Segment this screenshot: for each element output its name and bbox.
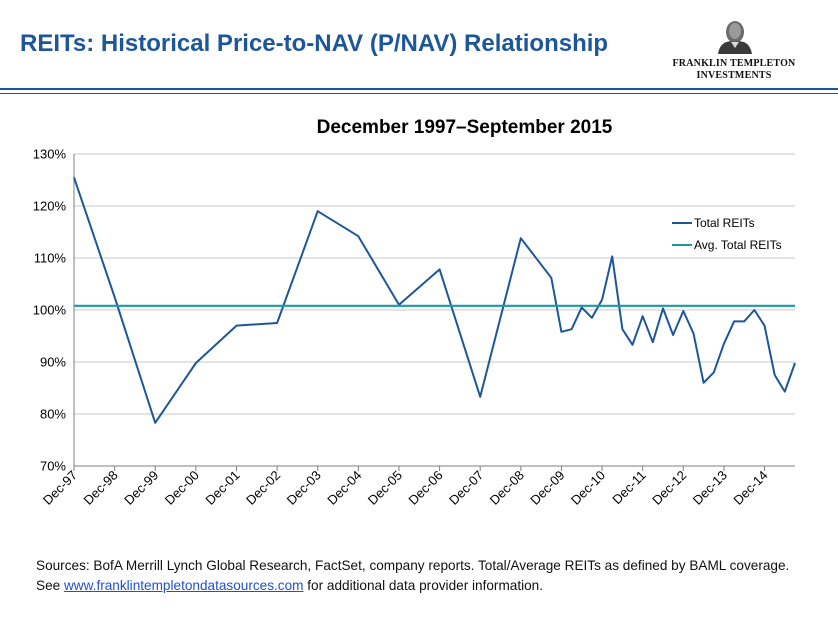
y-tick-label: 80% bbox=[40, 407, 66, 422]
x-tick-label: Dec-98 bbox=[80, 468, 120, 508]
legend-label: Total REITs bbox=[694, 216, 755, 230]
x-tick-label: Dec-08 bbox=[487, 468, 527, 508]
x-tick-label: Dec-01 bbox=[202, 468, 242, 508]
logo-text-line1: FRANKLIN TEMPLETON bbox=[672, 58, 796, 69]
x-tick-label: Dec-06 bbox=[405, 468, 445, 508]
sources-text: Sources: BofA Merrill Lynch Global Resea… bbox=[36, 558, 790, 573]
x-tick-label: Dec-03 bbox=[284, 468, 324, 508]
y-tick-label: 90% bbox=[40, 355, 66, 370]
x-tick-label: Dec-04 bbox=[324, 468, 364, 508]
benjamin-franklin-portrait-icon bbox=[718, 21, 752, 54]
page-title: REITs: Historical Price-to-NAV (P/NAV) R… bbox=[20, 30, 609, 57]
see-suffix: for additional data provider information… bbox=[303, 578, 544, 593]
x-tick-label: Dec-02 bbox=[243, 468, 283, 508]
pnav-line-chart: December 1997–September 2015 70% 80% 90% 100… bbox=[33, 117, 796, 508]
y-tick-label: 100% bbox=[33, 303, 67, 318]
series-line-total-reits bbox=[73, 177, 796, 424]
x-tick-label: Dec-07 bbox=[446, 468, 486, 508]
x-tick-label: Dec-14 bbox=[730, 468, 770, 508]
y-tick-label: 70% bbox=[40, 459, 66, 474]
sources-see-line: See www.franklintempletondatasources.com… bbox=[36, 576, 789, 596]
data-sources-link[interactable]: www.franklintempletondatasources.com bbox=[63, 578, 304, 593]
franklin-templeton-logo: FRANKLIN TEMPLETON INVESTMENTS bbox=[664, 18, 804, 90]
x-tick-label: Dec-05 bbox=[365, 468, 405, 508]
header-divider-thin bbox=[0, 93, 838, 94]
y-tick-label: 130% bbox=[33, 147, 67, 162]
logo-text-line2: INVESTMENTS bbox=[696, 70, 772, 81]
y-tick-label: 120% bbox=[33, 199, 67, 214]
x-tick-label: Dec-12 bbox=[649, 468, 689, 508]
x-tick-label: Dec-13 bbox=[690, 468, 730, 508]
y-tick-label: 110% bbox=[34, 251, 67, 266]
chart-title: December 1997–September 2015 bbox=[317, 117, 613, 138]
see-prefix: See bbox=[36, 578, 64, 593]
x-tick-label: Dec-00 bbox=[162, 468, 202, 508]
legend-label: Avg. Total REITs bbox=[694, 238, 782, 252]
x-tick-label: Dec-99 bbox=[121, 468, 161, 508]
x-tick-label: Dec-97 bbox=[40, 468, 80, 508]
header-divider-thick bbox=[0, 88, 838, 90]
x-tick-label: Dec-11 bbox=[609, 468, 649, 508]
x-tick-label: Dec-09 bbox=[527, 468, 567, 508]
x-tick-label: Dec-10 bbox=[568, 468, 608, 508]
sources-footnote: Sources: BofA Merrill Lynch Global Resea… bbox=[36, 556, 789, 596]
